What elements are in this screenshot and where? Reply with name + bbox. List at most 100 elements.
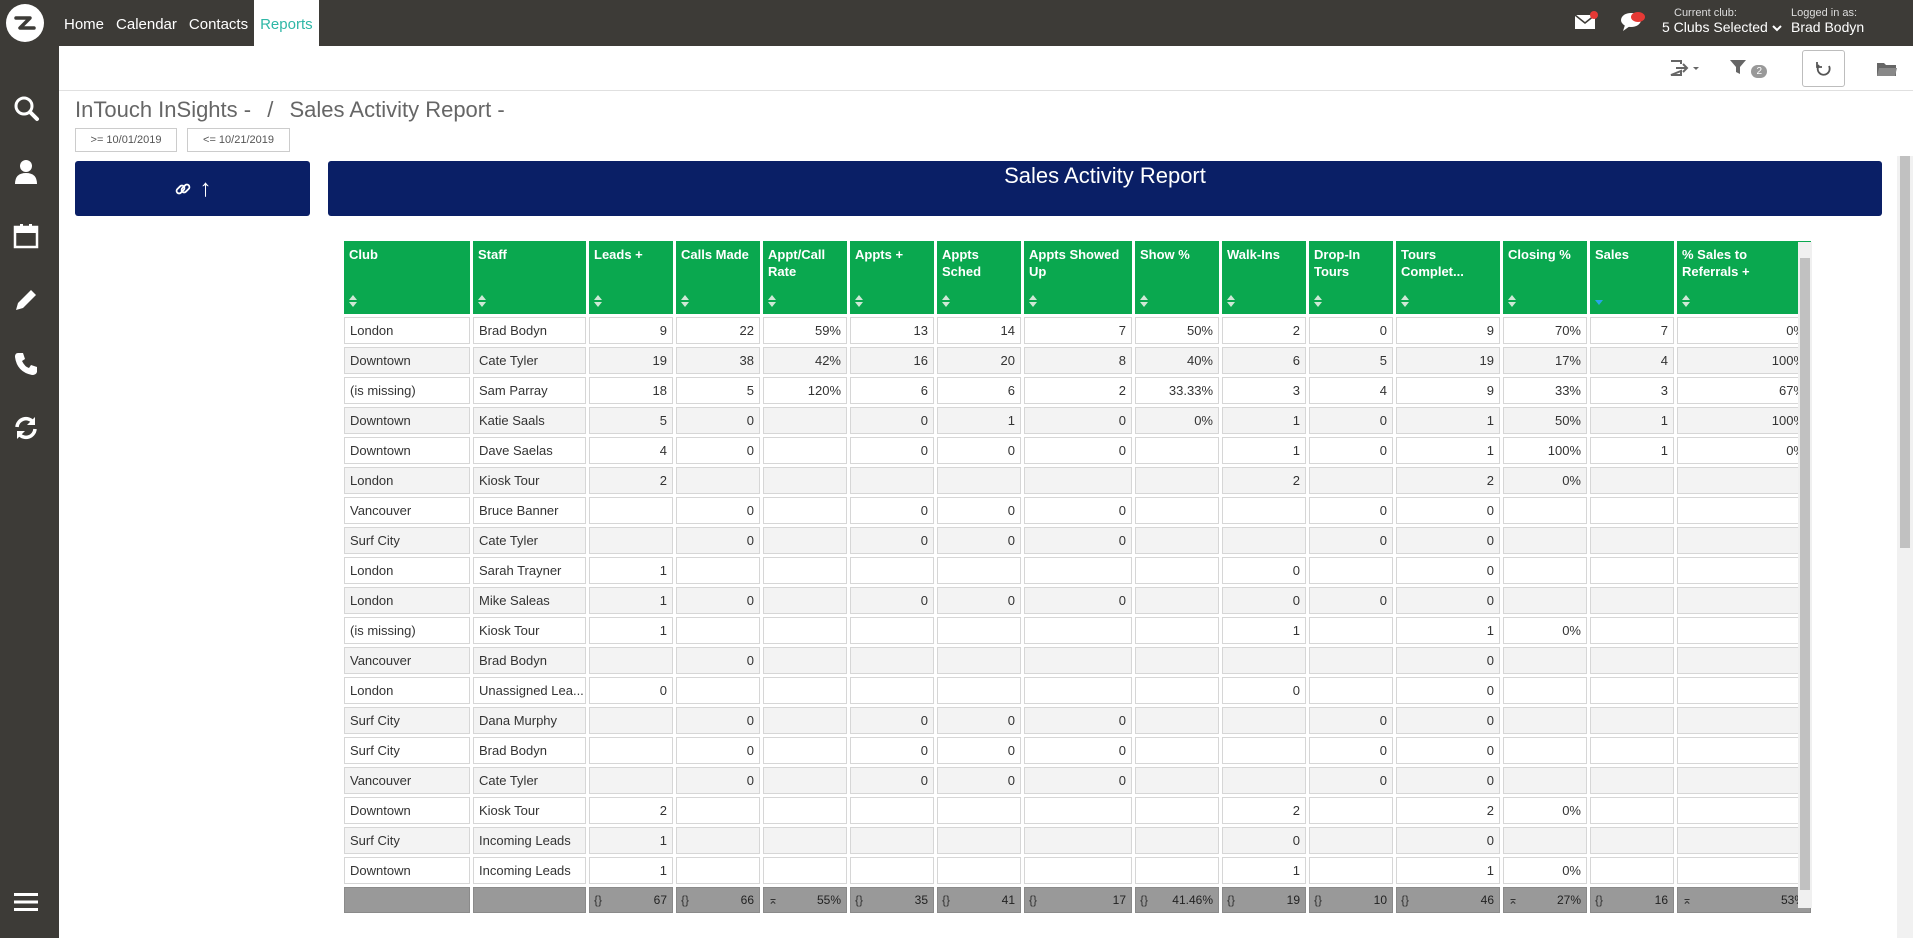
column-header[interactable]: Appts Sched xyxy=(937,241,1021,314)
sort-icon[interactable] xyxy=(1313,294,1323,308)
column-header[interactable]: Show % xyxy=(1135,241,1219,314)
aggregate-icon[interactable]: ⌅ xyxy=(1682,893,1693,907)
aggregate-icon[interactable]: {} xyxy=(1401,893,1410,907)
pencil-icon[interactable] xyxy=(12,286,40,314)
column-header[interactable]: Sales xyxy=(1590,241,1674,314)
aggregate-icon[interactable]: ⌅ xyxy=(768,893,779,907)
sort-icon[interactable] xyxy=(1507,294,1517,308)
chat-icon[interactable] xyxy=(1620,9,1648,33)
phone-icon[interactable] xyxy=(12,350,40,378)
footer-cell: {} 35 xyxy=(850,887,934,913)
table-scrollbar[interactable] xyxy=(1798,242,1812,908)
column-header[interactable]: Leads + xyxy=(589,241,673,314)
filter-button[interactable]: 2 xyxy=(1729,58,1768,81)
folder-icon[interactable] xyxy=(1876,60,1898,78)
sort-icon[interactable] xyxy=(941,294,951,308)
column-header[interactable]: Appt/Call Rate xyxy=(763,241,847,314)
table-row[interactable]: London Sarah Trayner 1 0 0 xyxy=(344,557,1811,584)
nav-calendar[interactable]: Calendar xyxy=(116,16,177,33)
table-cell: Kiosk Tour xyxy=(473,617,586,644)
date-to-filter[interactable]: <= 10/21/2019 xyxy=(187,128,290,152)
column-header[interactable]: Drop-In Tours xyxy=(1309,241,1393,314)
aggregate-icon[interactable]: {} xyxy=(594,893,603,907)
table-cell: 1 xyxy=(1222,857,1306,884)
link-banner[interactable]: ↑ xyxy=(75,161,310,216)
user-icon[interactable] xyxy=(12,158,40,186)
table-scrollbar-thumb[interactable] xyxy=(1800,258,1810,890)
aggregate-icon[interactable]: {} xyxy=(681,893,690,907)
table-row[interactable]: Vancouver Cate Tyler 0 0 0 0 0 0 xyxy=(344,767,1811,794)
table-row[interactable]: Downtown Kiosk Tour 2 2 2 0% xyxy=(344,797,1811,824)
column-header[interactable]: Club xyxy=(344,241,470,314)
sort-desc-icon[interactable] xyxy=(1594,294,1604,308)
sort-icon[interactable] xyxy=(680,294,690,308)
sort-icon[interactable] xyxy=(767,294,777,308)
breadcrumb-root[interactable]: InTouch InSights - xyxy=(75,97,252,122)
sort-icon[interactable] xyxy=(348,294,358,308)
menu-icon[interactable] xyxy=(12,888,40,916)
aggregate-icon[interactable]: {} xyxy=(855,893,864,907)
table-row[interactable]: Downtown Dave Saelas 4 0 0 0 0 1 0 1 100% 1 0% xyxy=(344,437,1811,464)
breadcrumb-separator: / xyxy=(267,97,274,122)
column-header[interactable]: Calls Made xyxy=(676,241,760,314)
table-cell: Surf City xyxy=(344,527,470,554)
app-logo[interactable] xyxy=(6,4,44,42)
sort-icon[interactable] xyxy=(1139,294,1149,308)
column-header[interactable]: Appts + xyxy=(850,241,934,314)
sort-icon[interactable] xyxy=(1226,294,1236,308)
refresh-button[interactable] xyxy=(1802,50,1845,87)
table-row[interactable]: Surf City Incoming Leads 1 0 0 xyxy=(344,827,1811,854)
nav-home[interactable]: Home xyxy=(64,16,105,33)
table-row[interactable]: Surf City Brad Bodyn 0 0 0 0 0 0 xyxy=(344,737,1811,764)
page-scrollbar[interactable] xyxy=(1897,156,1913,938)
calendar-icon[interactable] xyxy=(12,222,40,250)
nav-reports[interactable]: Reports xyxy=(254,0,319,46)
sort-icon[interactable] xyxy=(477,294,487,308)
aggregate-icon[interactable]: ⌅ xyxy=(1508,893,1519,907)
table-row[interactable]: London Unassigned Lea... 0 0 0 xyxy=(344,677,1811,704)
sort-icon[interactable] xyxy=(854,294,864,308)
aggregate-icon[interactable]: {} xyxy=(1029,893,1038,907)
table-row[interactable]: Surf City Cate Tyler 0 0 0 0 0 0 xyxy=(344,527,1811,554)
nav-contacts[interactable]: Contacts xyxy=(188,16,249,33)
table-row[interactable]: Vancouver Bruce Banner 0 0 0 0 0 0 xyxy=(344,497,1811,524)
aggregate-icon[interactable]: {} xyxy=(1314,893,1323,907)
column-header[interactable]: Appts Showed Up xyxy=(1024,241,1132,314)
search-icon[interactable] xyxy=(12,94,40,122)
column-header[interactable]: Tours Complet... xyxy=(1396,241,1500,314)
table-row[interactable]: (is missing) Kiosk Tour 1 1 1 0% xyxy=(344,617,1811,644)
table-cell: 0 xyxy=(1309,737,1393,764)
column-header[interactable]: Closing % xyxy=(1503,241,1587,314)
aggregate-icon[interactable]: {} xyxy=(942,893,951,907)
column-header[interactable]: Staff xyxy=(473,241,586,314)
table-cell xyxy=(1309,557,1393,584)
table-cell: 0 xyxy=(676,737,760,764)
aggregate-icon[interactable]: {} xyxy=(1227,893,1236,907)
date-from-filter[interactable]: >= 10/01/2019 xyxy=(75,128,177,152)
page-scrollbar-thumb[interactable] xyxy=(1900,156,1910,548)
column-header-label: Leads + xyxy=(594,247,643,262)
table-row[interactable]: Downtown Cate Tyler 19 38 42% 16 20 8 40% 6 5 19 17%… xyxy=(344,347,1811,374)
current-club-selector[interactable]: Current club: 5 Clubs Selected xyxy=(1662,7,1782,35)
table-row[interactable]: Downtown Incoming Leads 1 1 1 0% xyxy=(344,857,1811,884)
table-cell xyxy=(1677,527,1811,554)
sync-icon[interactable] xyxy=(12,414,40,442)
sort-icon[interactable] xyxy=(593,294,603,308)
table-row[interactable]: London Kiosk Tour 2 2 2 0% xyxy=(344,467,1811,494)
aggregate-icon[interactable]: {} xyxy=(1140,893,1149,907)
table-row[interactable]: Surf City Dana Murphy 0 0 0 0 0 0 xyxy=(344,707,1811,734)
mail-icon[interactable] xyxy=(1574,11,1598,31)
sort-icon[interactable] xyxy=(1400,294,1410,308)
sort-icon[interactable] xyxy=(1028,294,1038,308)
table-row[interactable]: London Brad Bodyn 9 22 59% 13 14 7 50% 2 0 9 70% 7 0% xyxy=(344,317,1811,344)
table-row[interactable]: London Mike Saleas 1 0 0 0 0 0 0 0 xyxy=(344,587,1811,614)
breadcrumb-page[interactable]: Sales Activity Report - xyxy=(289,97,505,122)
table-row[interactable]: Downtown Katie Saals 5 0 0 1 0 0% 1 0 1 50% 1 100% xyxy=(344,407,1811,434)
sort-icon[interactable] xyxy=(1681,294,1691,308)
export-icon[interactable] xyxy=(1669,58,1703,78)
table-row[interactable]: Vancouver Brad Bodyn 0 0 xyxy=(344,647,1811,674)
aggregate-icon[interactable]: {} xyxy=(1595,893,1604,907)
column-header[interactable]: % Sales to Referrals + xyxy=(1677,241,1811,314)
table-row[interactable]: (is missing) Sam Parray 18 5 120% 6 6 2 33.33% 3 4… xyxy=(344,377,1811,404)
column-header[interactable]: Walk-Ins xyxy=(1222,241,1306,314)
